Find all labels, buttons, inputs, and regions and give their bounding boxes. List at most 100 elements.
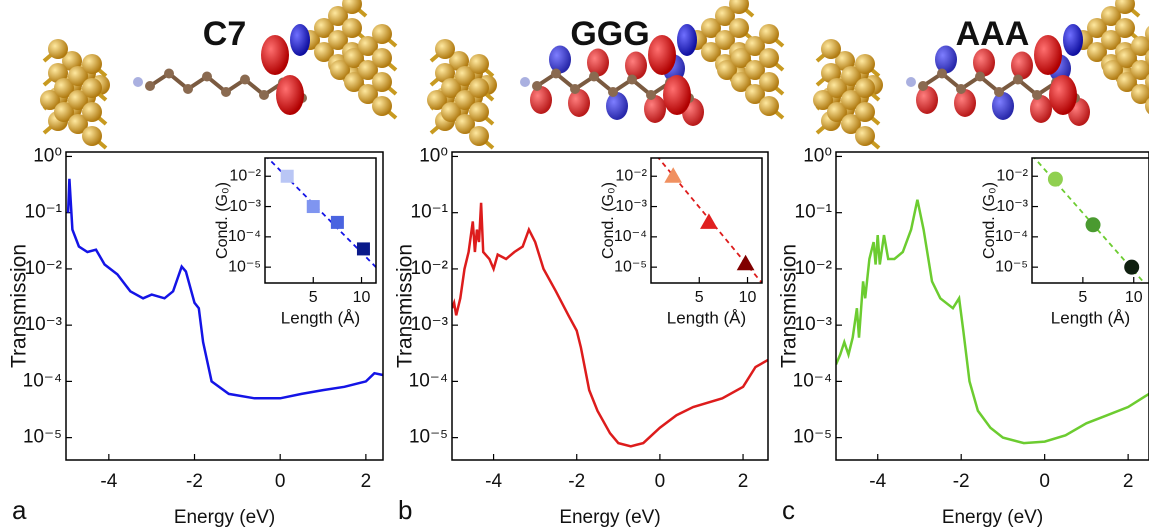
orbital-lobe (276, 75, 304, 115)
y-axis-label: Cond. (G₀) (600, 182, 617, 259)
carbon-atom (937, 69, 947, 79)
y-tick-label: 10⁻⁵ (614, 258, 647, 275)
x-axis-label: Length (Å) (1051, 308, 1130, 327)
nitrogen-atom (133, 77, 143, 87)
carbon-atom (183, 84, 193, 94)
x-axis-label: Length (Å) (281, 308, 360, 327)
orbital-lobe (992, 92, 1014, 120)
nitrogen-atom (906, 77, 916, 87)
orbital-lobe (549, 46, 571, 74)
y-tick-label: 10⁻⁵ (228, 258, 261, 275)
carbon-atom (221, 87, 231, 97)
gold-atom (759, 48, 779, 68)
carbon-atom (202, 72, 212, 82)
x-tick-label: 10 (1125, 289, 1143, 306)
carbon-atom (589, 72, 599, 82)
data-point (307, 201, 319, 213)
orbital-lobe (644, 95, 666, 123)
y-tick-label: 10⁻⁴ (793, 370, 832, 391)
y-tick-label: 10⁻⁵ (409, 427, 448, 448)
y-axis-label: Cond. (G₀) (981, 182, 998, 259)
gold-atom (469, 54, 489, 74)
gold-atom (855, 102, 875, 122)
x-axis-label: Energy (eV) (559, 507, 660, 528)
orbital-lobe (1011, 52, 1033, 80)
carbon-atom (1013, 75, 1023, 85)
x-tick-label: 5 (309, 289, 318, 306)
y-tick-label: 10⁻⁴ (409, 370, 448, 391)
y-tick-label: 10⁻⁴ (995, 228, 1028, 245)
y-tick-label: 10⁰ (33, 145, 62, 166)
orbital-lobe (568, 89, 590, 117)
carbon-atom (145, 81, 155, 91)
y-axis-label: Cond. (G₀) (214, 182, 231, 259)
orbital-lobe (606, 92, 628, 120)
x-tick-label: -4 (485, 471, 502, 492)
panel-title: GGG (570, 15, 649, 53)
y-tick-label: 10⁰ (419, 145, 448, 166)
y-axis-label: Transmission (778, 244, 801, 368)
carbon-atom (994, 87, 1004, 97)
y-tick-label: 10⁻¹ (411, 202, 449, 223)
carbon-atom (608, 87, 618, 97)
gold-atom (855, 126, 875, 146)
data-point (281, 170, 293, 182)
orbital-lobe (916, 86, 938, 114)
carbon-atom (570, 84, 580, 94)
gold-atom (48, 39, 68, 59)
gold-atom (372, 48, 392, 68)
data-point (1048, 172, 1062, 186)
panel-label: a (12, 495, 27, 525)
carbon-atom (975, 72, 985, 82)
y-tick-label: 10⁻⁵ (995, 258, 1028, 275)
x-tick-label: 5 (1078, 289, 1087, 306)
x-tick-label: -2 (953, 471, 970, 492)
y-tick-label: 10⁻⁴ (228, 228, 261, 245)
orbital-lobe (1063, 24, 1083, 56)
x-axis-label: Energy (eV) (942, 507, 1043, 528)
orbital-lobe (625, 52, 647, 80)
gold-atom (435, 39, 455, 59)
orbital-lobe (954, 89, 976, 117)
gold-atom (372, 72, 392, 92)
gold-atom (82, 54, 102, 74)
gold-atom (469, 126, 489, 146)
gold-atom (1115, 18, 1135, 38)
data-point (1086, 218, 1100, 232)
gold-atom (342, 18, 362, 38)
panel-label: c (782, 495, 795, 525)
y-axis-label: Transmission (394, 244, 417, 368)
orbital-lobe (261, 35, 289, 75)
x-tick-label: -2 (568, 471, 585, 492)
y-tick-label: 10⁻⁵ (793, 427, 832, 448)
nitrogen-atom (520, 77, 530, 87)
gold-atom (82, 78, 102, 98)
carbon-atom (918, 81, 928, 91)
gold-atom (82, 126, 102, 146)
carbon-atom (627, 75, 637, 85)
carbon-atom (956, 84, 966, 94)
orbital-lobe (530, 86, 552, 114)
x-tick-label: 2 (1123, 471, 1134, 492)
data-point (1125, 260, 1139, 274)
carbon-atom (551, 69, 561, 79)
data-point (331, 216, 343, 228)
x-tick-label: 2 (361, 471, 372, 492)
x-tick-label: 0 (655, 471, 666, 492)
orbital-lobe (663, 75, 691, 115)
gold-atom (759, 24, 779, 44)
gold-atom (729, 18, 749, 38)
orbital-lobe (648, 35, 676, 75)
y-tick-label: 10⁻⁴ (23, 370, 62, 391)
carbon-atom (240, 75, 250, 85)
x-tick-label: -2 (186, 471, 203, 492)
x-tick-label: 10 (739, 289, 757, 306)
x-tick-label: 0 (1039, 471, 1050, 492)
x-tick-label: -4 (869, 471, 886, 492)
orbital-lobe (935, 46, 957, 74)
figure: -4-20210⁰10⁻¹10⁻²10⁻³10⁻⁴10⁻⁵C7aEnergy (… (0, 0, 1149, 529)
y-tick-label: 10⁰ (803, 145, 832, 166)
y-tick-label: 10⁻² (229, 167, 261, 184)
carbon-atom (532, 81, 542, 91)
y-tick-label: 10⁻³ (615, 198, 647, 215)
